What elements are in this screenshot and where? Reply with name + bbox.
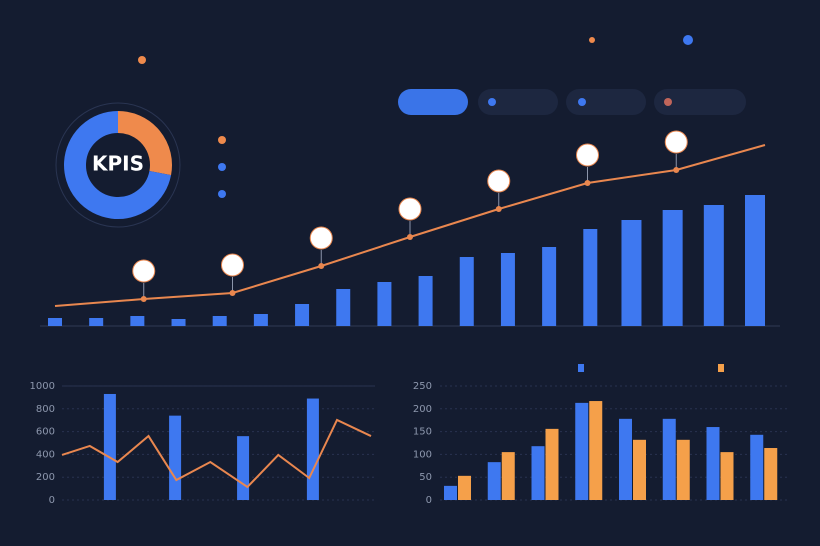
donut-ring [55,102,181,228]
bar [306,398,319,500]
tab-dot [578,98,586,106]
bar [706,427,720,500]
bar [662,210,683,326]
y-tick-label: 200 [413,404,432,415]
bar [48,318,62,326]
bar [589,401,603,500]
tab[interactable] [566,89,646,115]
bar [633,439,646,500]
bar [621,220,642,326]
bar [750,434,764,500]
donut-slice [117,111,172,176]
legend-dot [138,56,146,64]
y-tick-label: 100 [413,449,432,460]
legend-dot [218,136,226,144]
bar [531,446,545,500]
bar [458,475,471,500]
tab-dot [664,98,672,106]
bar [500,253,515,326]
point-marker [664,130,688,154]
bar [336,289,351,326]
point-marker [487,169,511,193]
bar [444,485,457,500]
y-tick-label: 50 [419,472,432,483]
bar [253,314,268,326]
bar [619,418,632,500]
bar [169,415,182,500]
line [61,418,372,489]
bar [171,319,186,326]
donut-label: KPIS [92,152,144,176]
y-tick-label: 200 [36,472,55,483]
legend-dot [218,190,226,198]
point-marker [132,259,156,283]
y-tick-label: 1000 [30,381,55,392]
point [318,263,325,269]
bar [295,304,310,326]
point-marker [221,253,244,277]
bar [487,462,501,500]
bar [676,439,690,500]
point-marker [576,143,599,167]
bar [720,452,734,500]
legend-dot [218,163,226,171]
point [229,290,236,296]
donut-slice [64,111,172,219]
tab[interactable] [478,89,558,115]
legend-dot [683,35,693,45]
point [673,167,680,173]
bar [130,316,145,326]
bar [764,448,778,500]
bar [237,436,250,500]
tab-active[interactable] [398,89,468,115]
bar [542,247,557,326]
y-tick-label: 800 [36,404,55,415]
point [584,180,591,186]
bar [418,276,433,326]
legend-dot [589,37,595,43]
y-tick-label: 150 [413,427,432,438]
bar [575,402,589,500]
bar [89,318,104,326]
bar [501,452,515,500]
y-tick-label: 250 [413,381,432,392]
bar [103,393,116,500]
y-tick-label: 0 [49,495,55,506]
y-tick-label: 400 [36,449,55,460]
point [407,234,413,240]
bar [662,418,676,500]
bar [745,195,765,326]
point-marker [309,226,333,250]
legend-swatch [718,364,724,372]
y-tick-label: 600 [36,427,55,438]
point [140,296,147,302]
y-tick-label: 0 [426,495,432,506]
tab-dot [488,98,496,106]
tab[interactable] [654,89,746,115]
bar [377,282,392,326]
legend-swatch [578,364,584,372]
bar [212,316,227,326]
point-marker [398,197,422,221]
bar [703,205,724,326]
bar [459,257,474,326]
point [495,206,502,212]
bar [545,428,559,500]
bar [583,229,598,326]
